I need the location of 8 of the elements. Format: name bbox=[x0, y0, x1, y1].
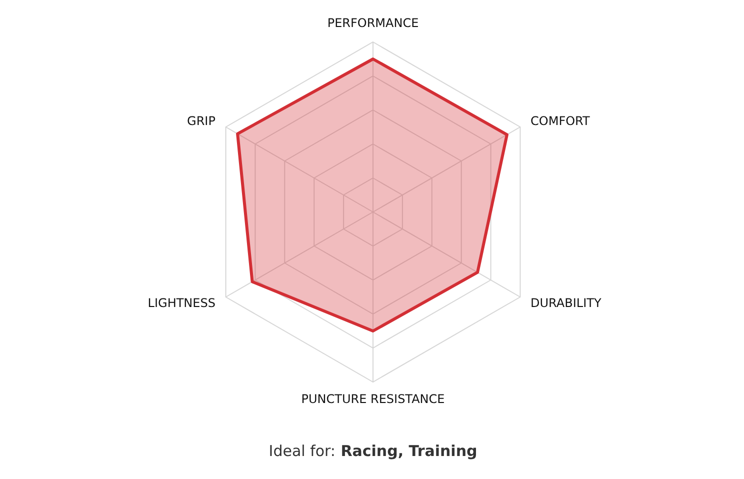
spoke-label: PERFORMANCE bbox=[327, 16, 419, 30]
spoke-label: GRIP bbox=[187, 114, 216, 128]
text: Racing, Training bbox=[340, 442, 478, 460]
spoke-label: DURABILITY bbox=[530, 296, 602, 310]
text: Ideal for: bbox=[268, 442, 336, 460]
spoke-label: COMFORT bbox=[530, 114, 591, 128]
spoke-label: PUNCTURE RESISTANCE bbox=[301, 392, 445, 406]
spoke-label: LIGHTNESS bbox=[148, 296, 216, 310]
